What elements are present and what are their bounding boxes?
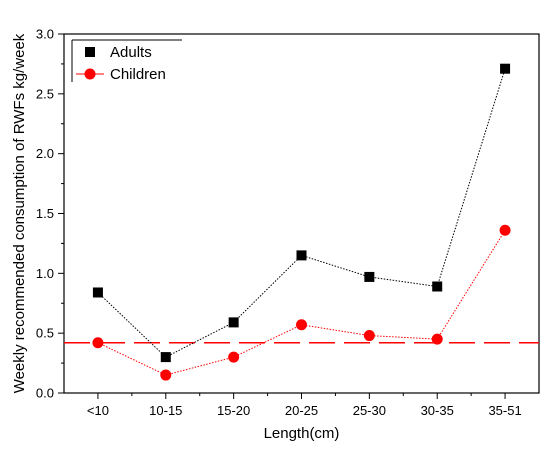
- y-tick-label: 1.0: [36, 266, 54, 281]
- y-tick-label: 2.5: [36, 86, 54, 101]
- x-tick-label: 30-35: [421, 403, 454, 418]
- x-tick-label: 35-51: [488, 403, 521, 418]
- plot-frame: [63, 33, 540, 394]
- x-tick-label: 25-30: [353, 403, 386, 418]
- y-tick-label: 0.5: [36, 326, 54, 341]
- x-axis-title: Length(cm): [264, 425, 340, 442]
- legend-label-children: Children: [110, 66, 166, 83]
- y-tick-label: 3.0: [36, 27, 54, 42]
- y-tick-label: 2.0: [36, 146, 54, 161]
- legend-marker-children: [84, 68, 96, 80]
- x-tick-label: 15-20: [217, 403, 250, 418]
- data-point-children: [228, 351, 240, 363]
- data-point-children: [431, 333, 443, 345]
- data-point-adults: [296, 250, 307, 261]
- data-point-children: [92, 337, 104, 349]
- data-point-adults: [500, 63, 511, 74]
- tick-marks: [58, 33, 506, 399]
- data-point-adults: [364, 271, 375, 282]
- y-axis-title: Weekly recommended consumption of RWFs k…: [11, 33, 28, 393]
- tick-labels: 0.0 0.5 1.0 1.5 2.0 2.5 3.0 <10 10-15 15-20 20-25 2…: [36, 27, 522, 419]
- data-point-children: [499, 224, 511, 236]
- data-point-children: [296, 319, 307, 331]
- x-tick-label: 10-15: [149, 403, 182, 418]
- data-point-adults: [160, 352, 171, 363]
- legend-marker-adults: [85, 47, 95, 57]
- data-point-adults: [432, 281, 443, 292]
- series-adults: [92, 63, 511, 363]
- legend-label-adults: Adults: [110, 44, 152, 61]
- x-tick-label: <10: [87, 403, 109, 418]
- data-point-adults: [92, 287, 103, 298]
- data-point-children: [160, 369, 172, 381]
- series-line-adults: [97, 68, 506, 358]
- series-group: [92, 63, 511, 381]
- axes: [63, 33, 540, 394]
- y-tick-label: 1.5: [36, 206, 54, 221]
- series-children: [92, 224, 511, 381]
- x-tick-label: 20-25: [285, 403, 318, 418]
- y-tick-label: 0.0: [36, 386, 54, 401]
- legend: Adults Children: [71, 39, 182, 83]
- data-point-adults: [228, 317, 239, 328]
- data-point-children: [363, 330, 375, 342]
